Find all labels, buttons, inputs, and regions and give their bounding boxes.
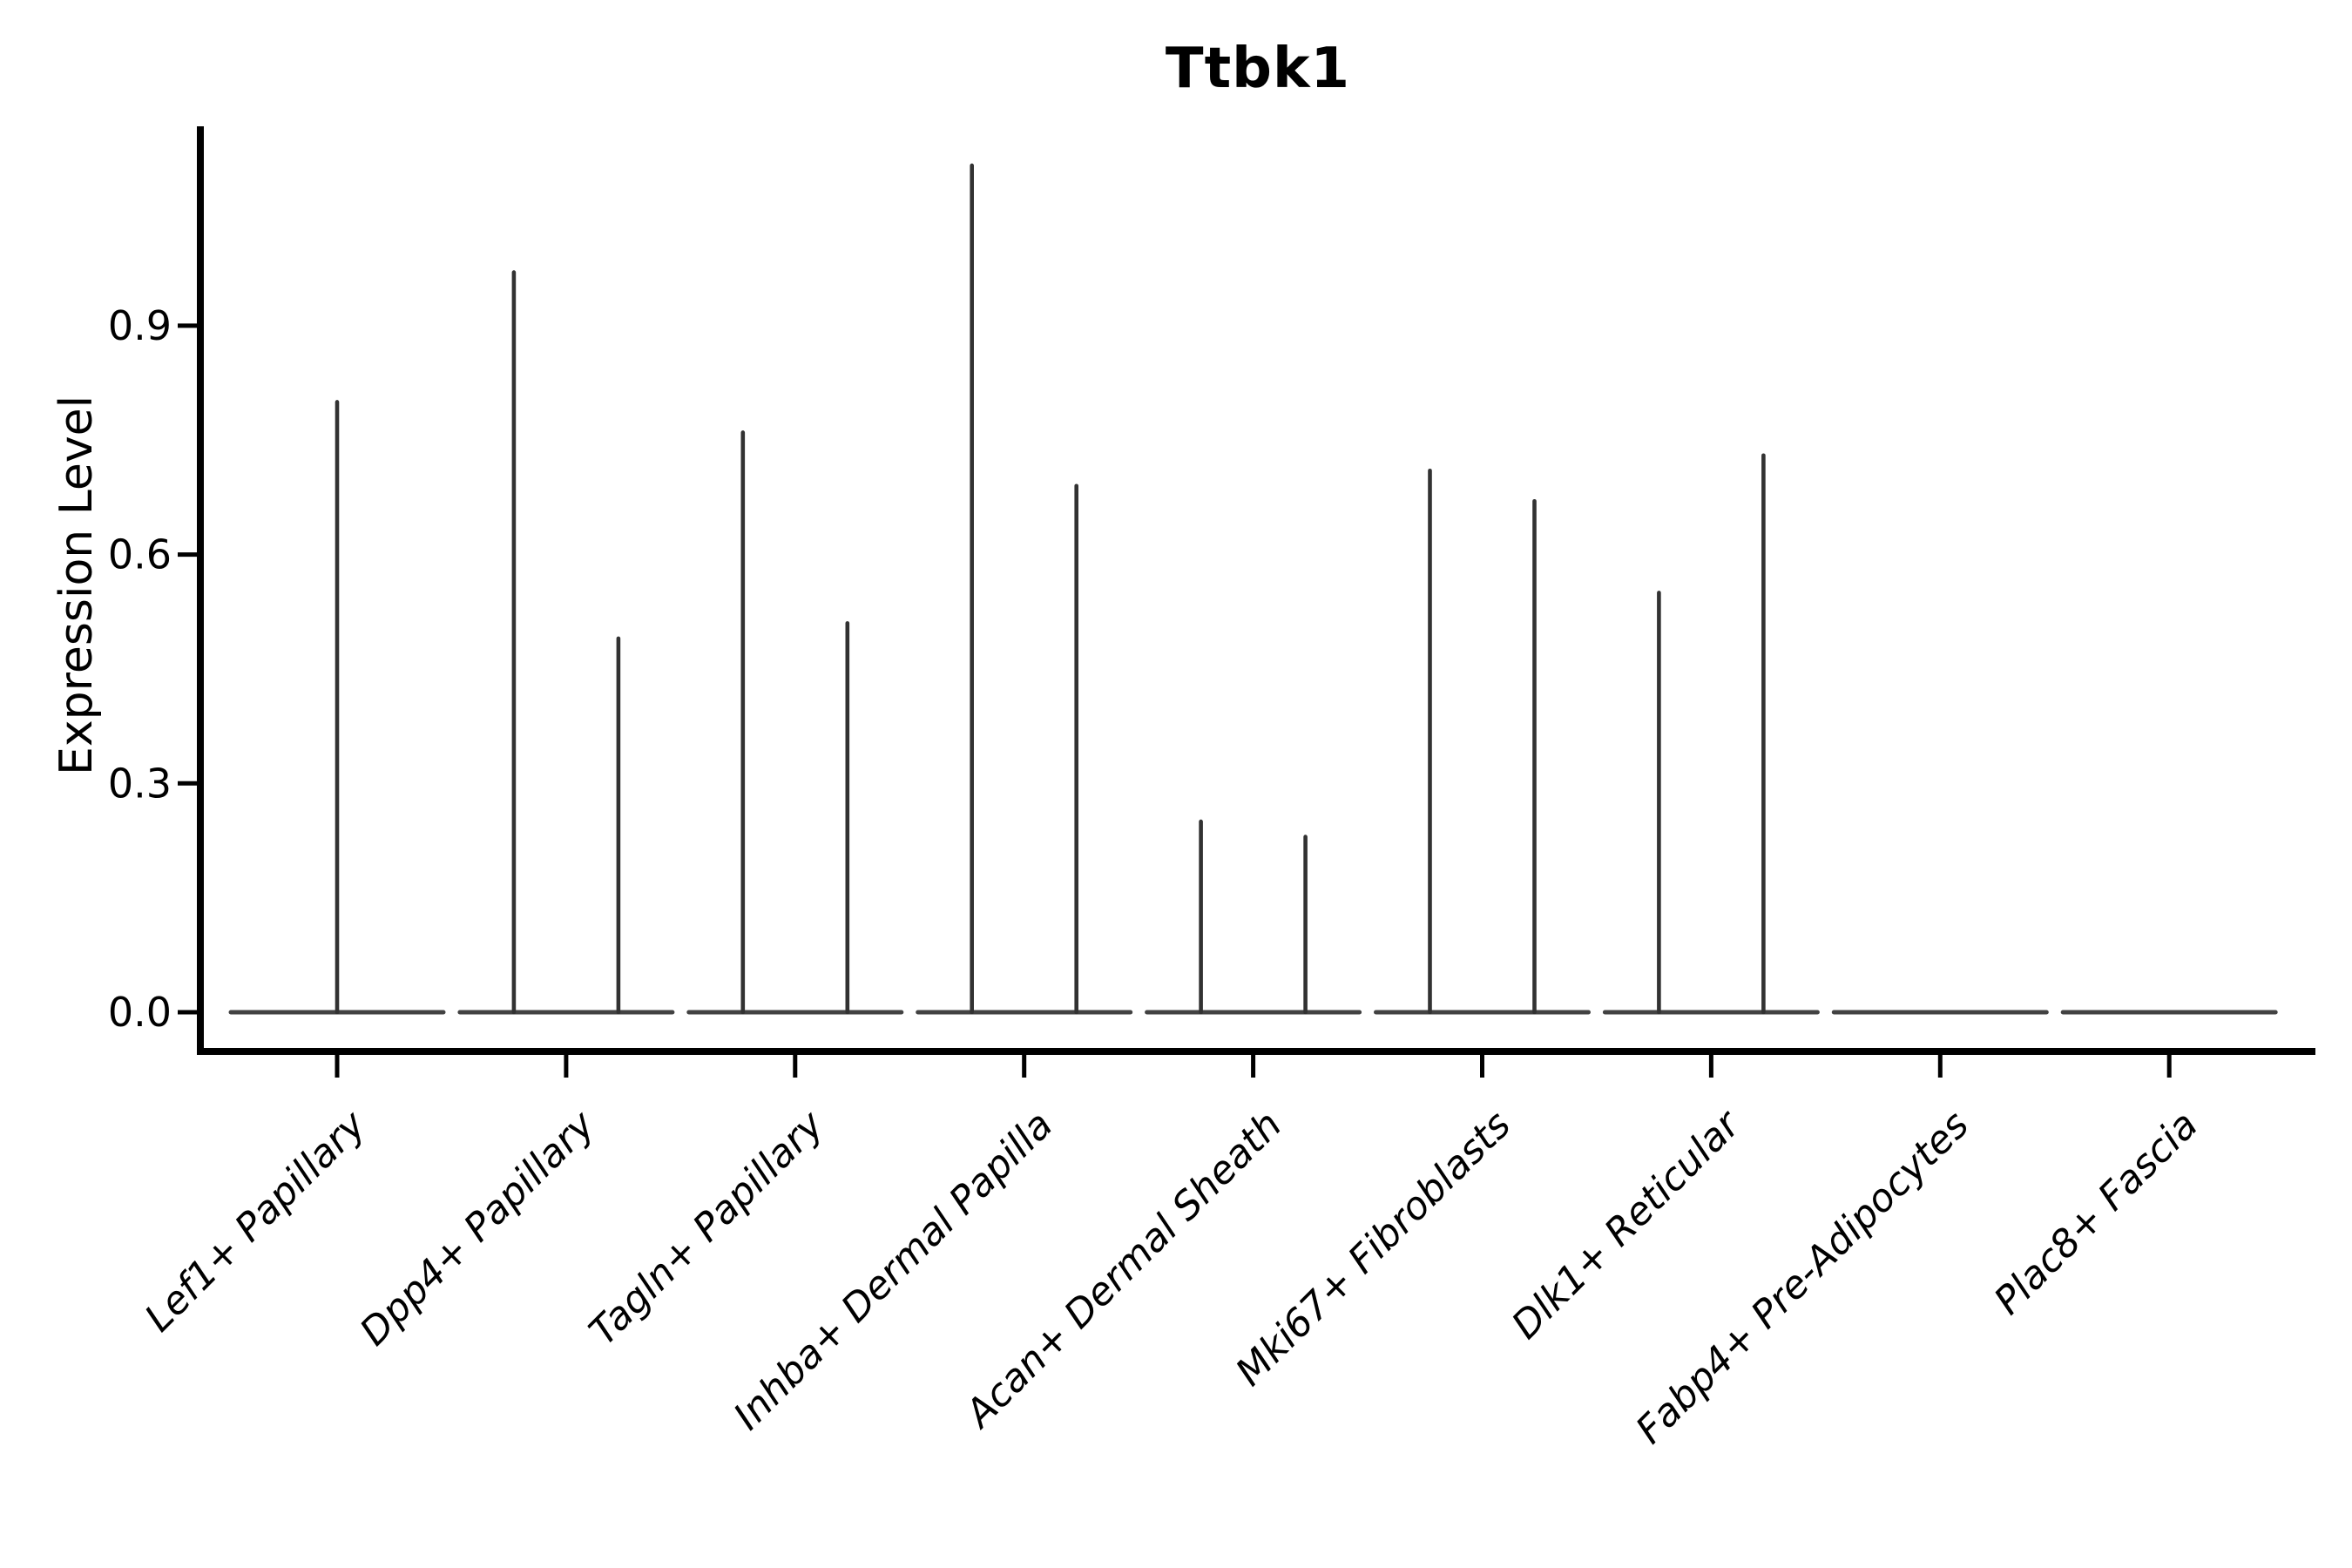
y-tick-label: 0.6: [108, 531, 172, 578]
x-category-label: Dpp4+ Papillary: [352, 1102, 605, 1355]
x-category-label: Lef1+ Papillary: [137, 1102, 375, 1341]
x-category-label: Plac8+ Fascia: [1986, 1103, 2207, 1323]
x-category-label: Dlk1+ Reticular: [1504, 1101, 1750, 1348]
y-tick-label: 0.9: [108, 302, 172, 349]
y-tick-label: 0.0: [108, 989, 172, 1036]
x-category-label: Tagln+ Papillary: [581, 1102, 833, 1354]
chart-title: Ttbk1: [1165, 37, 1351, 101]
y-tick-label: 0.3: [108, 760, 172, 807]
